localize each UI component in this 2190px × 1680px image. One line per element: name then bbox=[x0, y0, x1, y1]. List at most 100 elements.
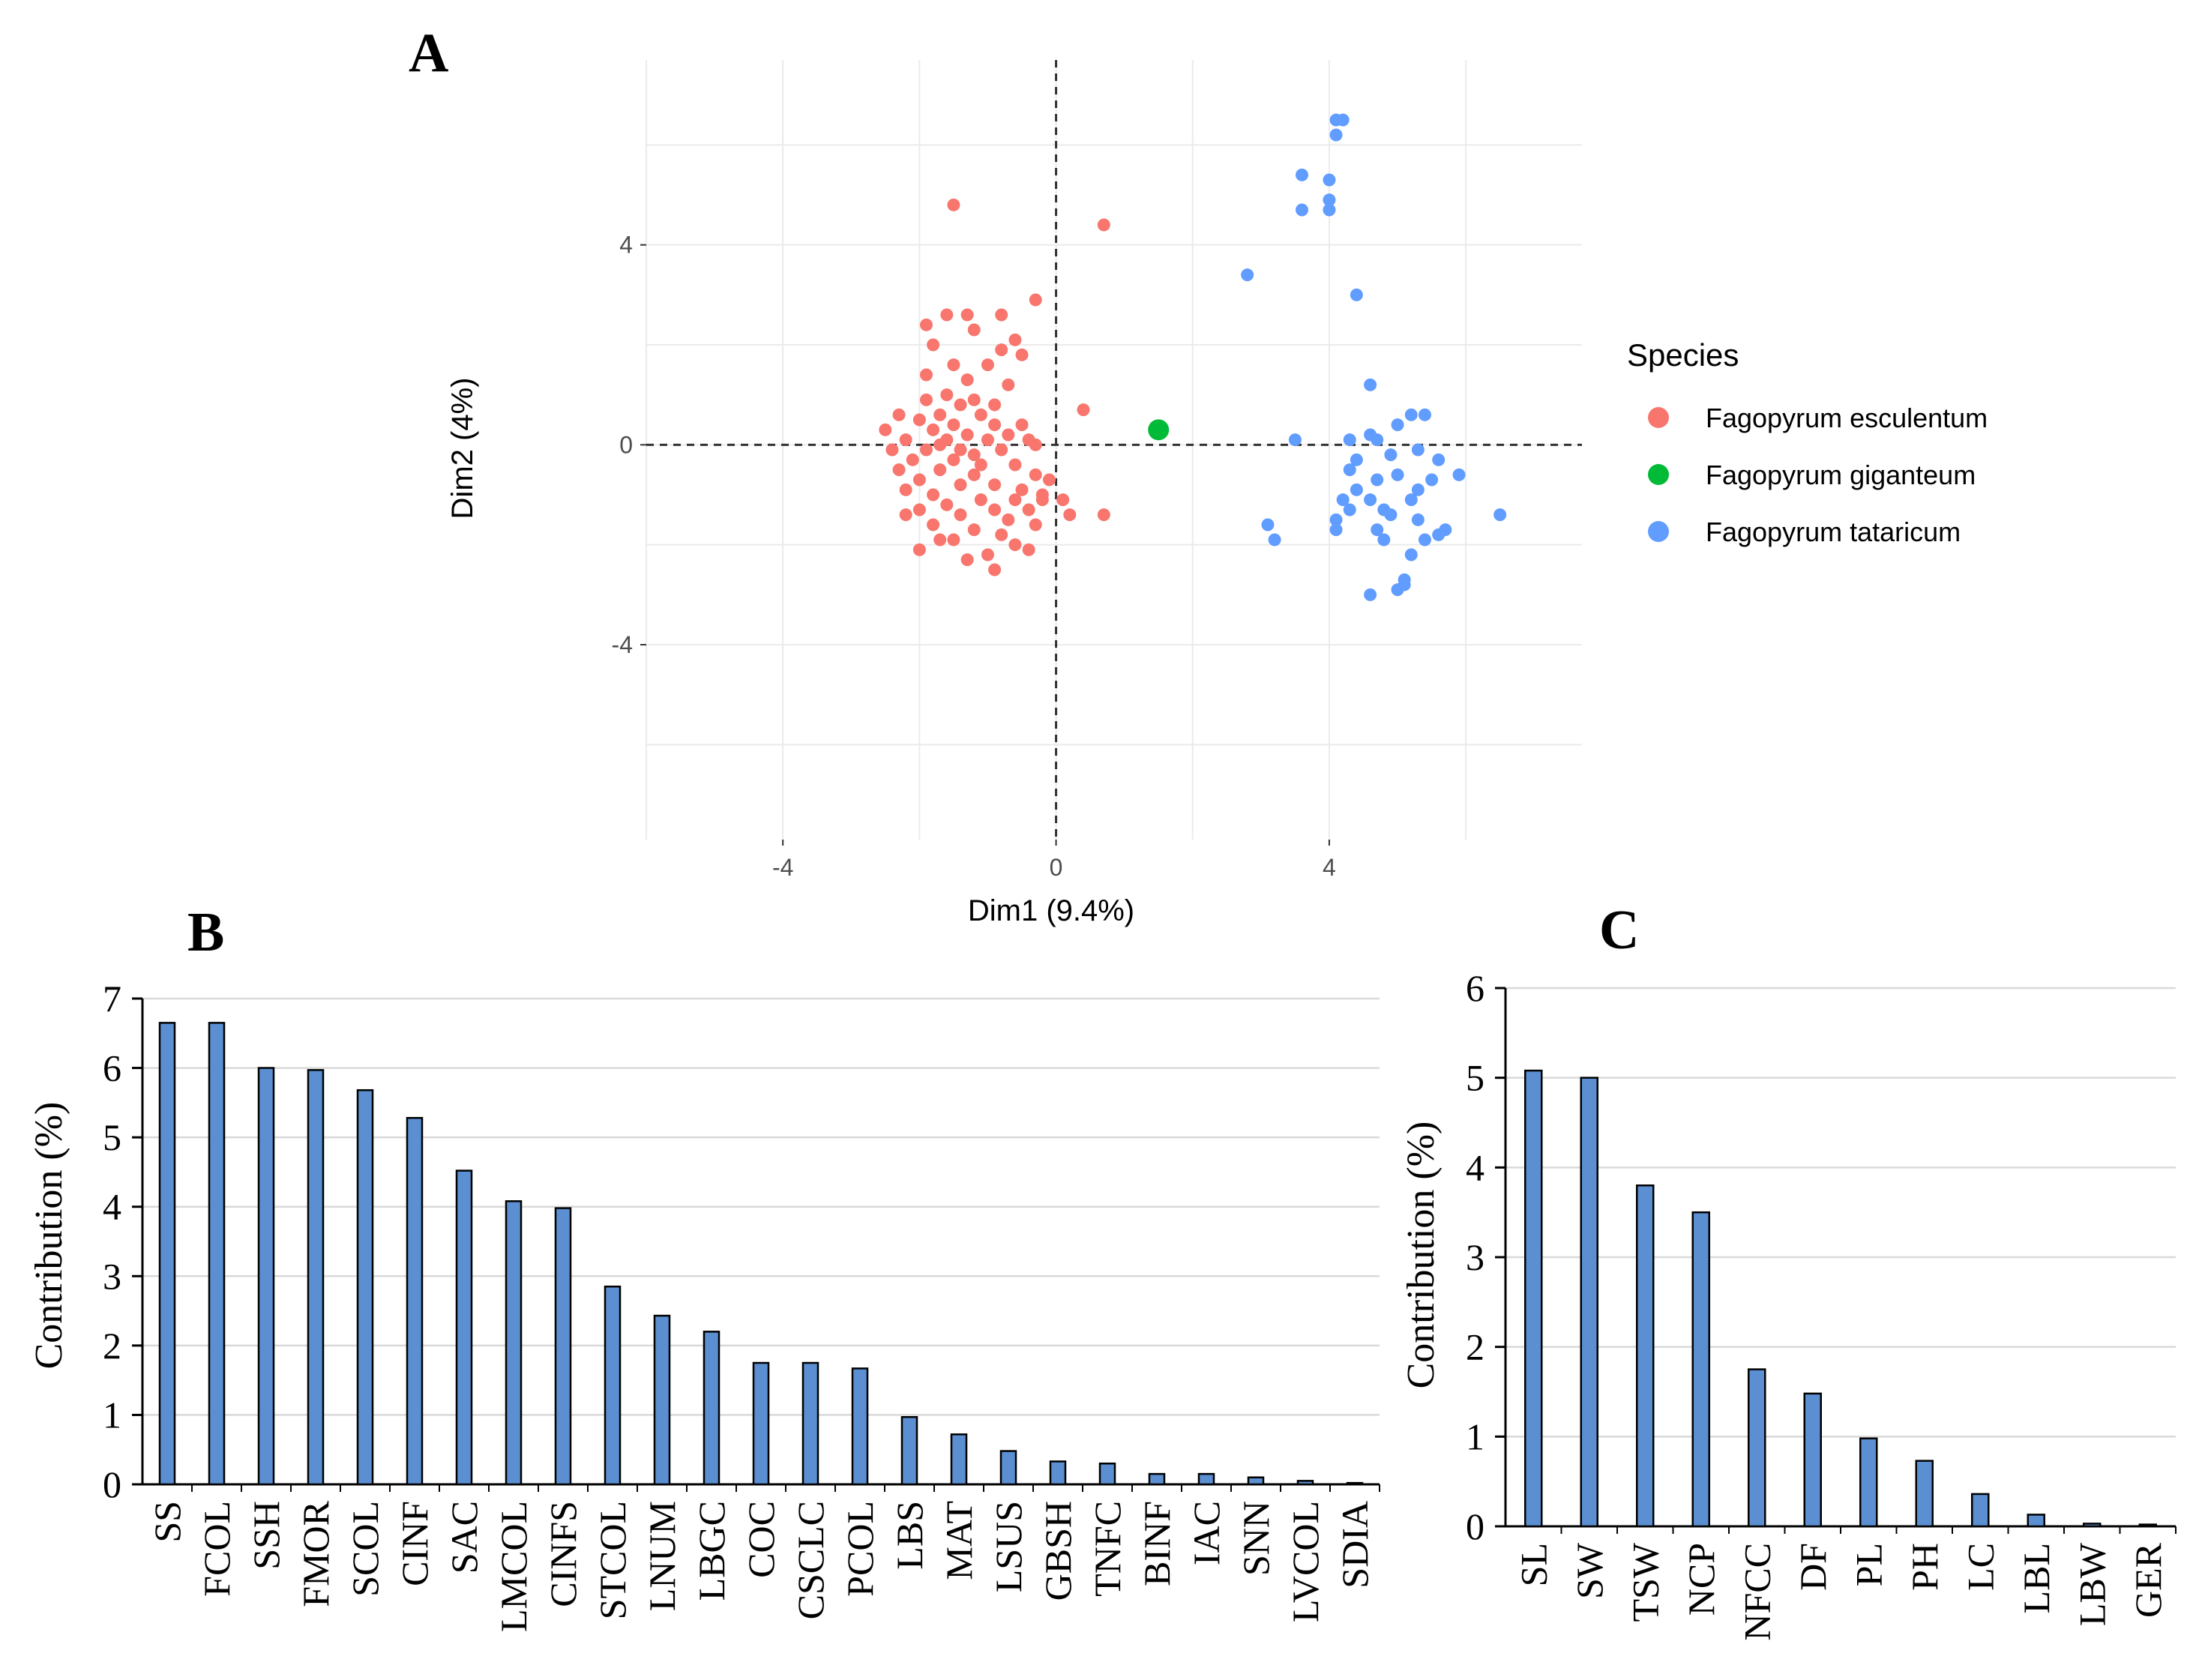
esculentum-point bbox=[1029, 293, 1042, 307]
c-category-label: PH bbox=[1904, 1543, 1946, 1591]
esculentum-point bbox=[1029, 468, 1042, 481]
tataricum-point bbox=[1432, 453, 1446, 466]
c-category-label: LBL bbox=[2015, 1543, 2057, 1613]
esculentum-point bbox=[1015, 418, 1029, 432]
tataricum-point bbox=[1452, 468, 1466, 481]
esculentum-point bbox=[912, 503, 926, 517]
legend-marker-tataricum bbox=[1648, 521, 1669, 542]
b-bar-coc bbox=[752, 1361, 770, 1486]
c-bar-sw bbox=[1580, 1077, 1598, 1528]
tataricum-point bbox=[1391, 468, 1404, 481]
c-category-label: NFCC bbox=[1736, 1543, 1778, 1641]
tataricum-point bbox=[1343, 463, 1356, 477]
tataricum-point bbox=[1411, 483, 1425, 496]
scatter-y-axis-title: Dim2 (4%) bbox=[446, 378, 479, 520]
esculentum-point bbox=[967, 523, 981, 537]
c-bar-lbl bbox=[2027, 1514, 2045, 1528]
esculentum-point bbox=[947, 418, 960, 432]
b-category-label: PCOL bbox=[839, 1501, 881, 1597]
esculentum-point bbox=[1015, 483, 1029, 496]
tataricum-point bbox=[1377, 533, 1391, 547]
esculentum-point bbox=[919, 368, 933, 382]
c-bar-lc bbox=[1971, 1493, 1990, 1528]
esculentum-point bbox=[1077, 403, 1090, 417]
b-y-tick-label: 0 bbox=[103, 1463, 121, 1505]
esculentum-point bbox=[995, 343, 1008, 357]
b-bar-iac bbox=[1197, 1472, 1215, 1486]
esculentum-point bbox=[906, 453, 919, 466]
b-category-label: CINF bbox=[394, 1501, 436, 1586]
bar-b-gridlines bbox=[141, 997, 1380, 1486]
b-category-label: TNFC bbox=[1086, 1501, 1128, 1597]
scatter-gridlines bbox=[646, 60, 1582, 840]
esculentum-point bbox=[927, 518, 940, 532]
tataricum-point bbox=[1411, 443, 1425, 457]
c-category-label: LC bbox=[1959, 1543, 2001, 1591]
esculentum-point bbox=[995, 528, 1008, 541]
esculentum-point bbox=[899, 508, 912, 522]
bar-b-y-axis-title: Contribution (%) bbox=[28, 1102, 70, 1370]
tataricum-point bbox=[1329, 513, 1343, 526]
b-y-tick-label: 2 bbox=[103, 1325, 121, 1367]
b-bar-sac bbox=[455, 1169, 473, 1486]
esculentum-point bbox=[933, 533, 947, 547]
tataricum-point bbox=[1493, 508, 1507, 522]
tataricum-point bbox=[1384, 508, 1398, 522]
b-category-label: LMCOL bbox=[493, 1501, 535, 1632]
esculentum-point bbox=[1002, 428, 1015, 442]
tataricum-point bbox=[1404, 408, 1418, 421]
scatter-x-tick-label: -4 bbox=[772, 854, 793, 881]
b-bar-lmcol bbox=[505, 1200, 523, 1486]
tataricum-point bbox=[1371, 433, 1384, 447]
b-category-label: IAC bbox=[1185, 1501, 1227, 1565]
b-bar-ssh bbox=[257, 1067, 275, 1486]
b-bar-lbgc bbox=[703, 1331, 721, 1486]
legend-marker-esculentum bbox=[1648, 407, 1669, 428]
b-bar-pcol bbox=[851, 1367, 869, 1486]
esculentum-point bbox=[933, 438, 947, 451]
esculentum-point bbox=[995, 443, 1008, 457]
tataricum-point bbox=[1323, 193, 1336, 207]
b-category-label: GBSH bbox=[1037, 1501, 1079, 1601]
b-category-label: SCOL bbox=[344, 1501, 386, 1597]
c-bar-tsw bbox=[1636, 1184, 1655, 1528]
esculentum-point bbox=[967, 393, 981, 406]
panel-label-a: A bbox=[409, 22, 448, 84]
esculentum-point bbox=[1042, 473, 1056, 487]
esculentum-point bbox=[919, 443, 933, 457]
tataricum-point bbox=[1350, 483, 1363, 496]
esculentum-point bbox=[940, 308, 954, 322]
tataricum-point bbox=[1350, 453, 1363, 466]
esculentum-point bbox=[1008, 538, 1022, 552]
esculentum-point bbox=[1002, 378, 1015, 391]
b-bar-tnfc bbox=[1098, 1462, 1116, 1486]
bar-c-y-ticks: 0 1 2 3 4 5 6 bbox=[1466, 967, 1505, 1547]
c-bar-ncp bbox=[1691, 1211, 1710, 1528]
tataricum-point bbox=[1384, 448, 1398, 462]
b-y-tick-label: 6 bbox=[103, 1047, 121, 1089]
esculentum-point bbox=[981, 358, 994, 372]
panel-label-c: C bbox=[1599, 900, 1639, 961]
panel-label-b: B bbox=[187, 902, 224, 963]
esculentum-point bbox=[1097, 508, 1110, 522]
b-bar-fmor bbox=[307, 1069, 325, 1486]
scatter-x-tick-label: 4 bbox=[1323, 854, 1336, 881]
esculentum-point bbox=[892, 408, 906, 421]
esculentum-point bbox=[940, 498, 954, 511]
c-y-tick-label: 0 bbox=[1466, 1505, 1484, 1547]
tataricum-point bbox=[1261, 518, 1275, 532]
esculentum-point bbox=[912, 543, 926, 556]
b-bar-ss bbox=[158, 1022, 176, 1486]
esculentum-point bbox=[1002, 513, 1015, 526]
b-category-label: LBGC bbox=[691, 1501, 732, 1601]
c-bar-lbw bbox=[2083, 1523, 2102, 1528]
legend-marker-giganteum bbox=[1648, 464, 1669, 485]
scatter-y-tick-label: 0 bbox=[619, 431, 633, 458]
b-category-label: LVCOL bbox=[1284, 1501, 1326, 1622]
scatter-points bbox=[879, 113, 1507, 601]
esculentum-point bbox=[947, 198, 960, 211]
esculentum-point bbox=[1029, 518, 1042, 532]
c-y-tick-label: 2 bbox=[1466, 1326, 1484, 1368]
tataricum-point bbox=[1296, 168, 1309, 181]
